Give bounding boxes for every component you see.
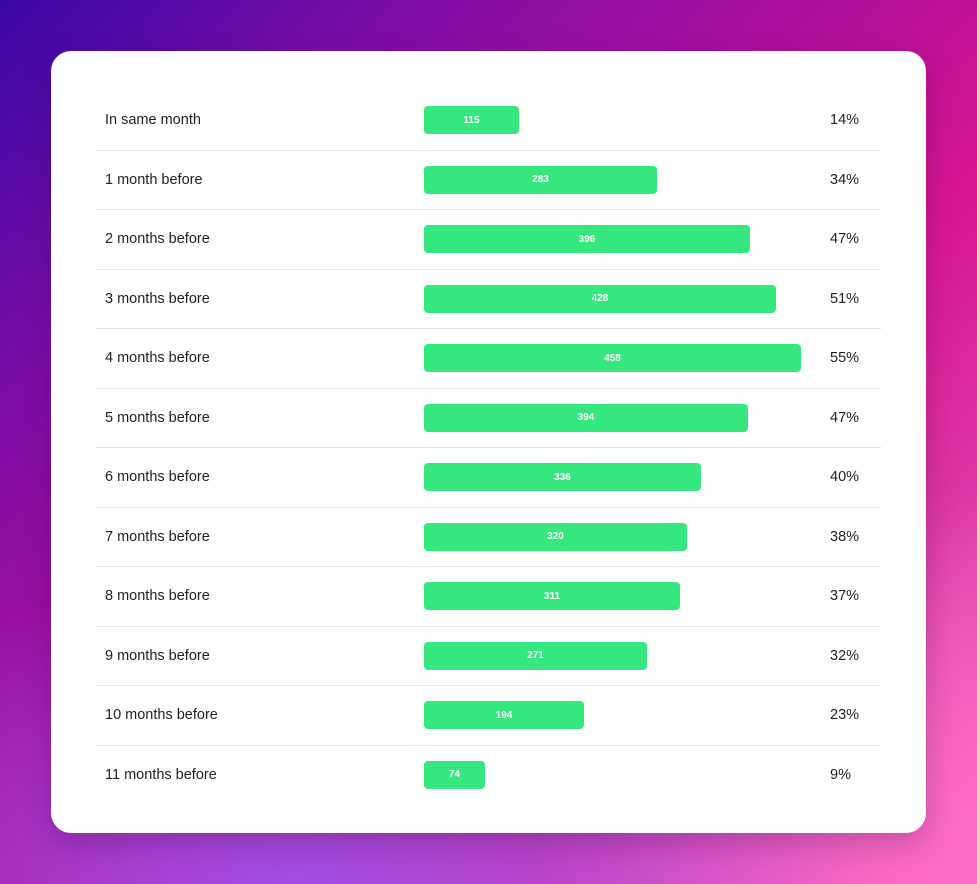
bar: 115 [424,106,519,134]
category-label: 10 months before [105,707,218,723]
percentage-label: 37% [830,588,860,604]
percentage-label: 51% [830,290,860,307]
chart-row: 4 months before 458 55% [96,329,881,389]
bar-value-label: 320 [547,531,564,542]
bar: 336 [424,463,701,491]
category-label: 5 months before [105,409,210,426]
chart-row: 7 months before 320 38% [96,508,881,567]
bar: 311 [424,582,680,610]
chart-row: 2 months before 396 47% [96,210,881,270]
bar-value-label: 458 [604,352,621,364]
chart-row: 11 months before 74 9% [96,746,881,805]
bar-value-label: 428 [591,293,609,304]
chart-row: 9 months before 271 32% [96,627,881,686]
bar-value-label: 283 [532,174,549,185]
category-label: 7 months before [105,528,210,545]
bar: 74 [424,760,485,789]
chart-row: 8 months before 311 37% [96,567,881,627]
percentage-label: 23% [830,707,860,723]
bar-value-label: 74 [448,769,461,780]
bar: 428 [424,284,776,313]
bar: 396 [424,225,750,253]
category-label: In same month [105,112,201,128]
category-label: 3 months before [105,290,210,307]
chart-row: 1 month before 283 34% [96,151,881,210]
percentage-label: 38% [830,528,860,545]
chart-row: 6 months before 336 40% [96,448,881,508]
chart-row: 5 months before 394 47% [96,389,881,448]
bar-value-label: 336 [554,471,571,483]
chart-card: In same month 115 14% 1 month before 283 34% 2… [51,51,926,833]
category-label: 11 months before [105,766,217,783]
chart-row: 10 months before 194 23% [96,686,881,746]
percentage-label: 47% [830,409,860,426]
percentage-label: 32% [830,647,860,664]
category-label: 2 months before [105,231,210,247]
percentage-label: 40% [830,469,860,485]
bar-value-label: 115 [463,114,480,126]
bar: 271 [424,641,647,670]
category-label: 8 months before [105,588,210,604]
category-label: 1 month before [105,171,203,188]
percentage-label: 9% [830,766,851,783]
bar-value-label: 396 [578,233,596,245]
chart-row: 3 months before 428 51% [96,270,881,329]
bar: 283 [424,165,657,194]
bar: 458 [424,344,801,372]
percentage-label: 34% [830,171,860,188]
bar: 194 [424,701,584,729]
percentage-label: 14% [830,112,860,128]
percentage-label: 47% [830,231,860,247]
category-label: 4 months before [105,350,210,366]
category-label: 9 months before [105,647,210,664]
percentage-label: 55% [830,350,860,366]
bar-value-label: 271 [527,650,544,661]
bar-value-label: 194 [495,709,513,721]
bar: 394 [424,403,748,432]
bar: 320 [424,522,687,551]
bar-value-label: 394 [577,412,595,423]
bar-value-label: 311 [543,590,561,602]
category-label: 6 months before [105,469,210,485]
chart-row: In same month 115 14% [96,91,881,151]
chart-rows: In same month 115 14% 1 month before 283 34% 2… [96,91,881,804]
